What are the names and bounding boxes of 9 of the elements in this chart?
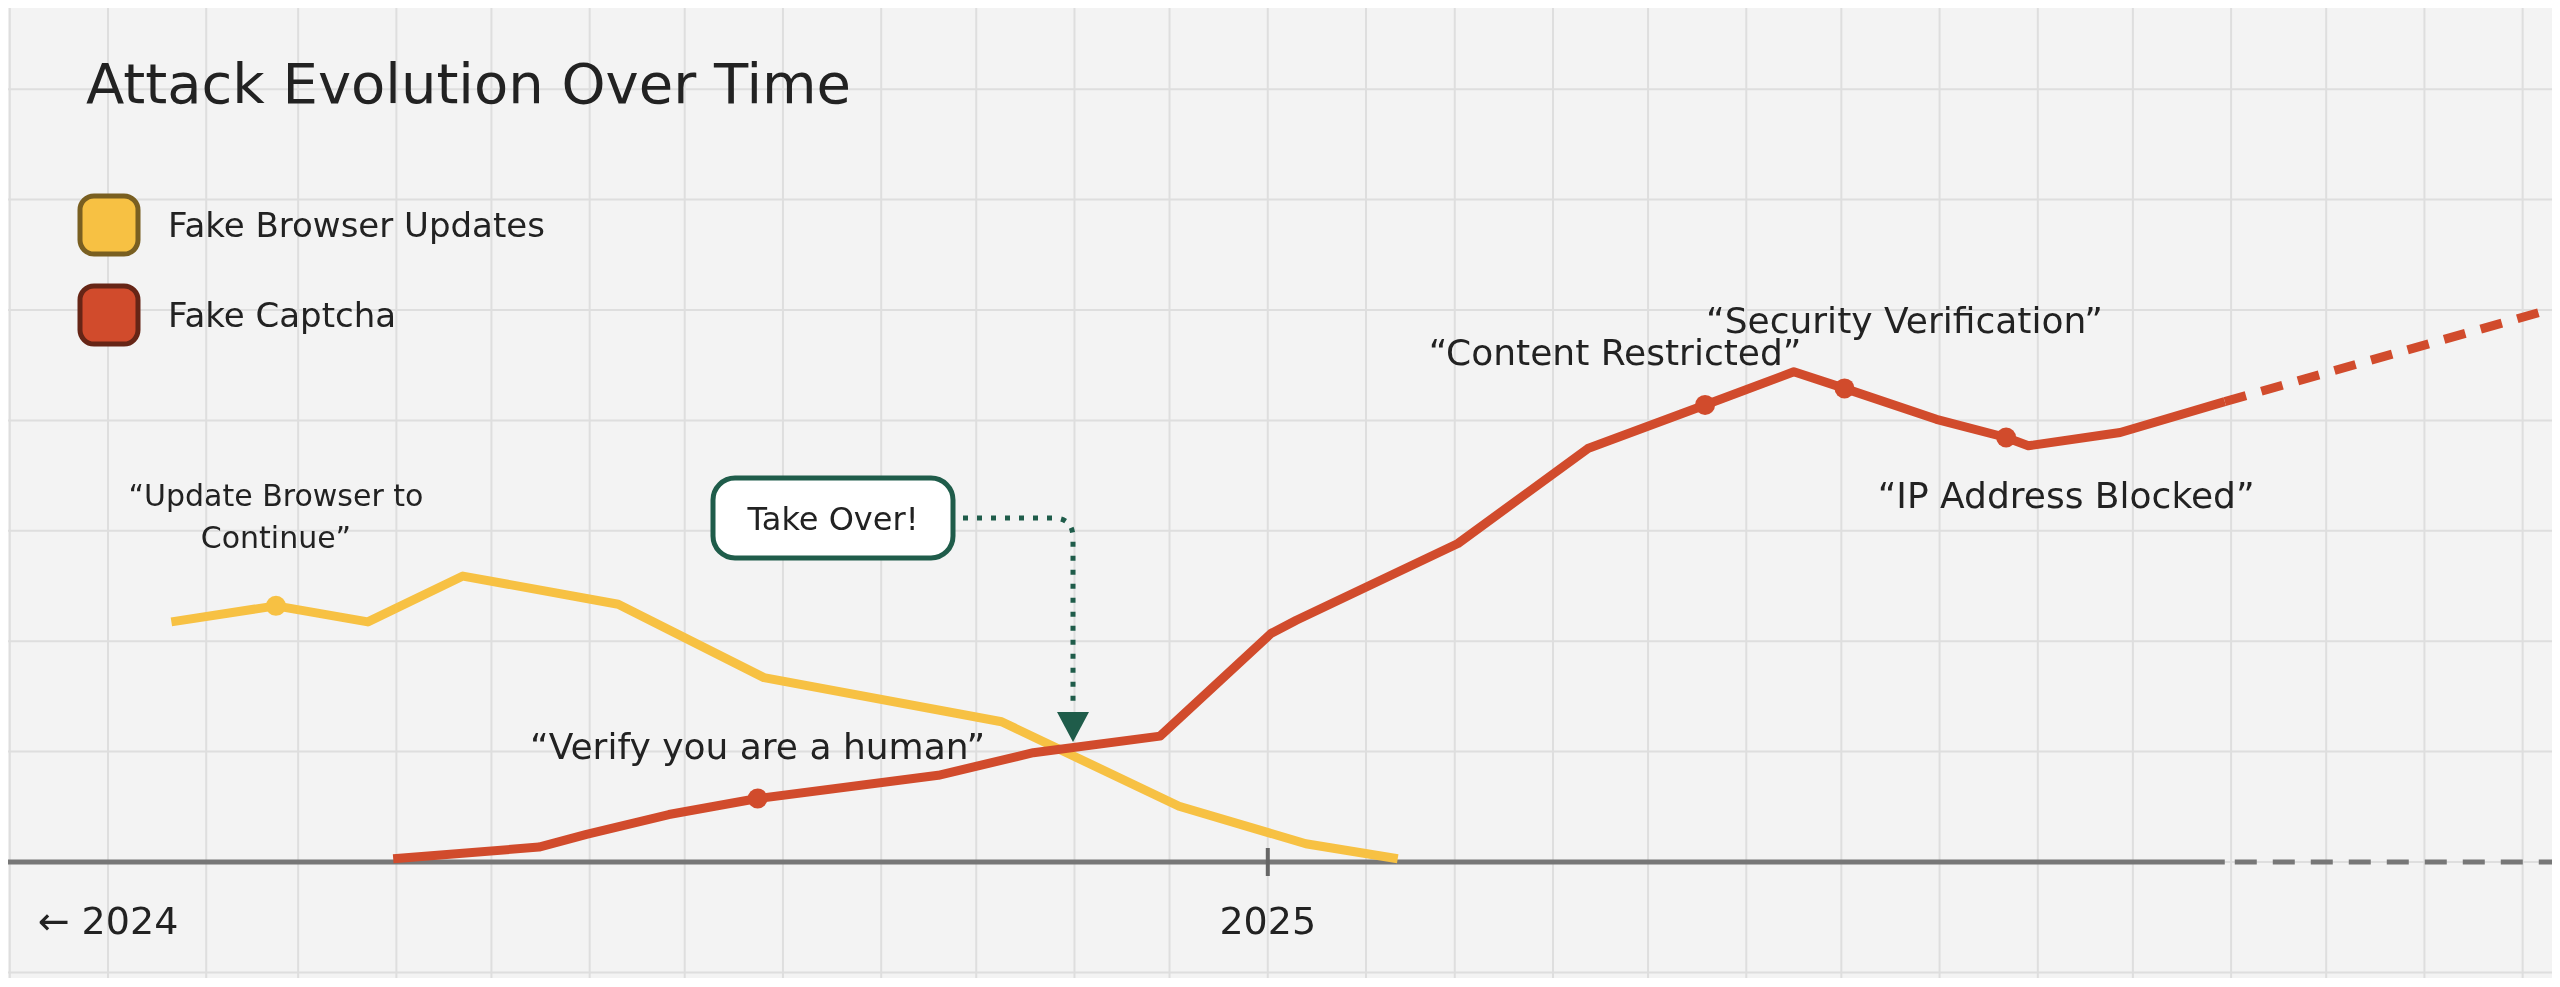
annotation: “Verify you are a human”: [529, 725, 986, 767]
x-tick-label: ← 2024: [37, 899, 179, 943]
annotation: “Update Browser to Continue”: [128, 477, 424, 555]
annotation: “IP Address Blocked”: [1877, 474, 2255, 516]
annotation: Take Over!: [746, 500, 919, 538]
legend-label: Fake Browser Updates: [168, 205, 545, 245]
chart-title: Attack Evolution Over Time: [86, 51, 852, 116]
legend-label: Fake Captcha: [168, 295, 397, 335]
x-tick-label: 2025: [1219, 899, 1317, 943]
